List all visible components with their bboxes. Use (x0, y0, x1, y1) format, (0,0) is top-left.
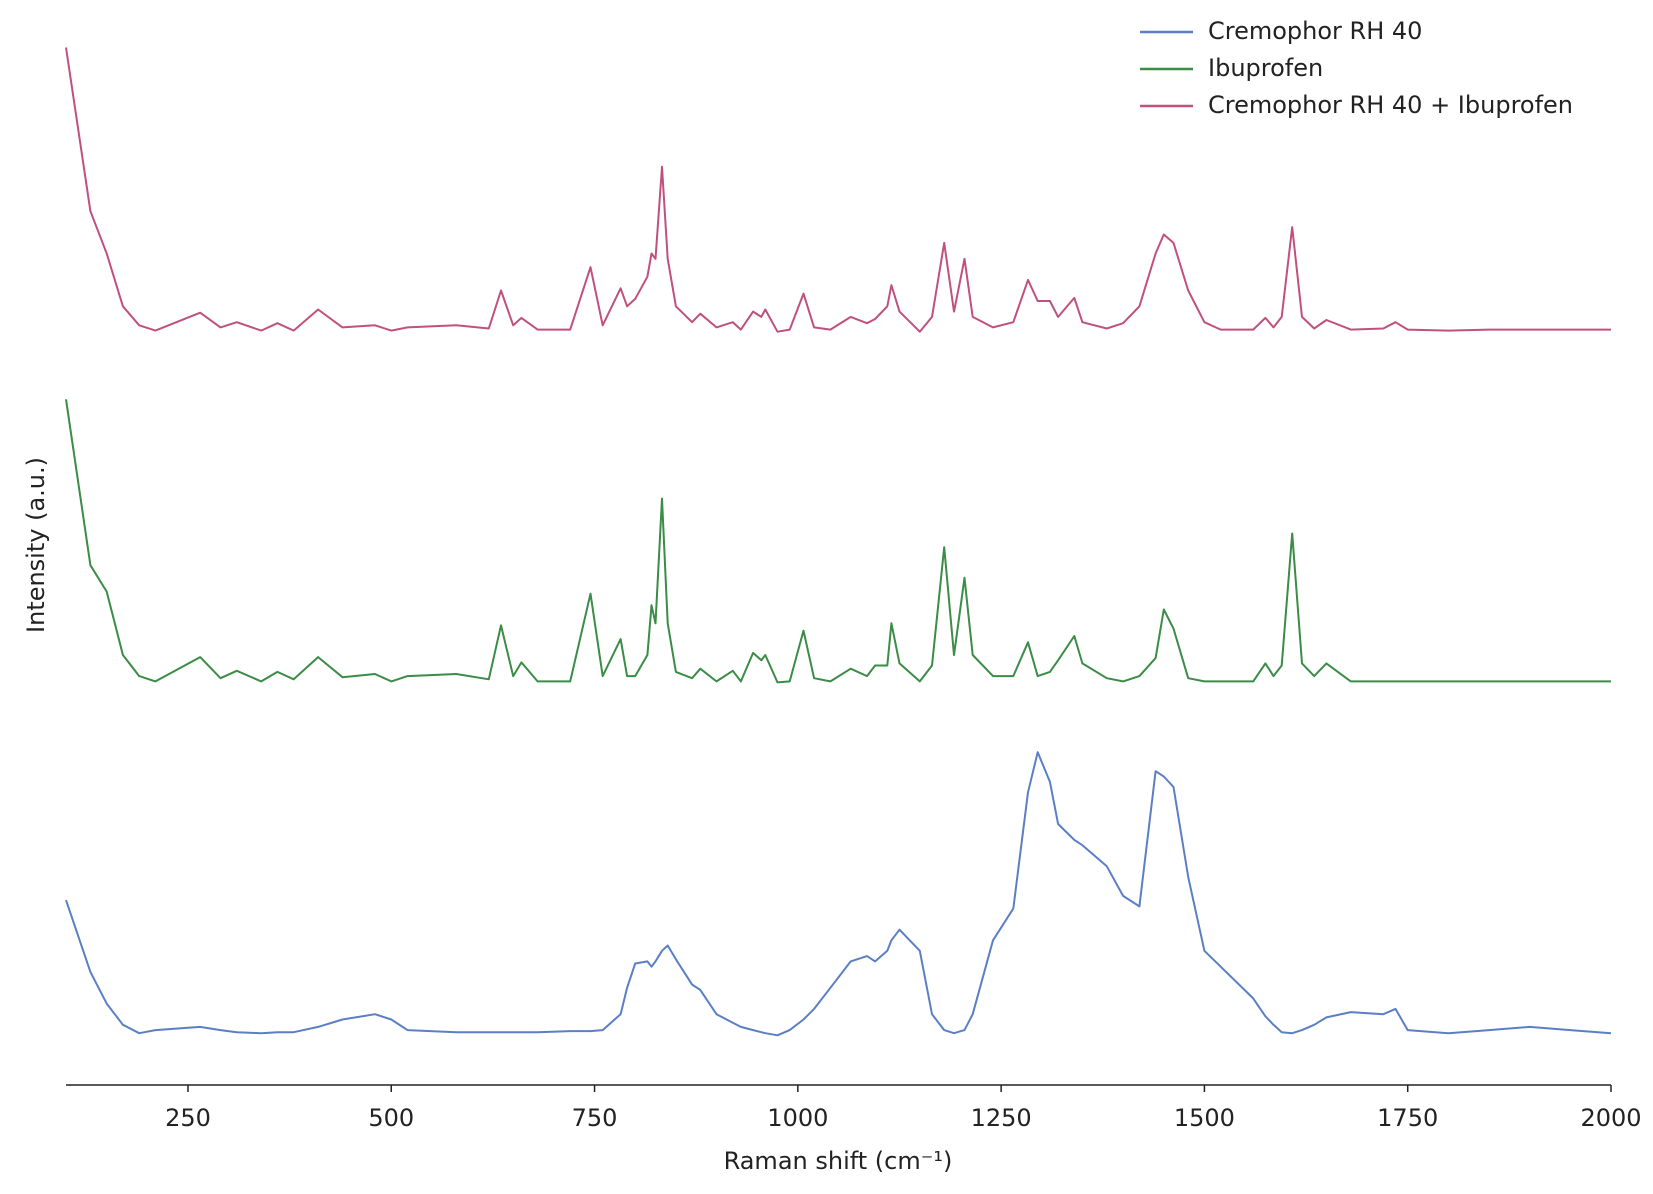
x-tick-label: 250 (165, 1104, 211, 1132)
x-tick-label: 750 (572, 1104, 618, 1132)
x-tick-label: 1250 (971, 1104, 1032, 1132)
legend-label: Ibuprofen (1208, 54, 1323, 82)
spectrum-line (65, 399, 1611, 684)
spectrum-line (65, 47, 1611, 333)
x-tick-label: 1500 (1174, 1104, 1235, 1132)
x-tick-label: 1750 (1377, 1104, 1438, 1132)
legend-label: Cremophor RH 40 (1208, 17, 1422, 45)
x-tick-label: 1000 (767, 1104, 828, 1132)
legend-label: Cremophor RH 40 + Ibuprofen (1208, 91, 1573, 119)
x-axis-label: Raman shift (cm⁻¹) (724, 1147, 953, 1175)
spectrum-line (65, 751, 1612, 1037)
x-tick-label: 2000 (1580, 1104, 1641, 1132)
x-tick-label: 500 (368, 1104, 414, 1132)
y-axis-label: Intensity (a.u.) (22, 457, 50, 633)
